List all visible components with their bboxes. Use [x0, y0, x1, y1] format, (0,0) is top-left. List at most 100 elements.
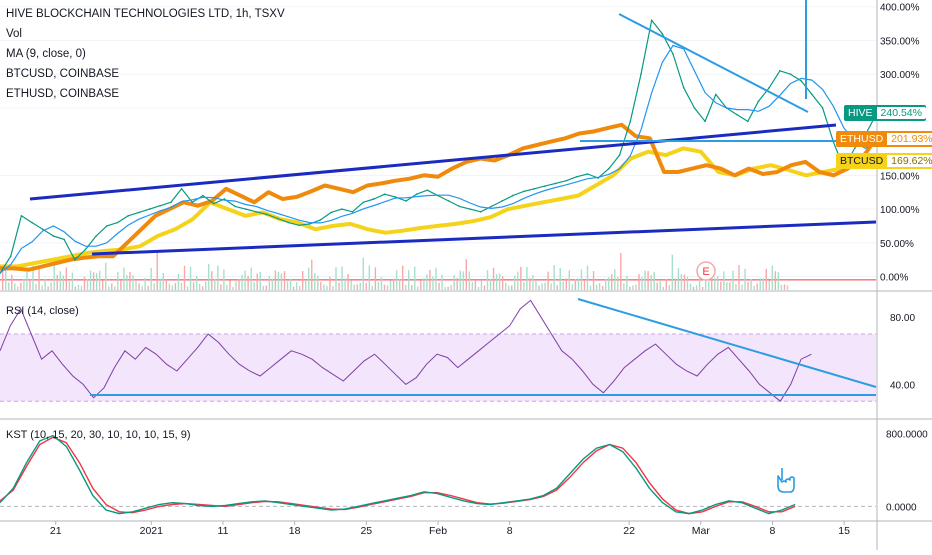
volume-bar: [332, 286, 334, 290]
hive-point: [693, 107, 696, 109]
legend-ethusd[interactable]: ETHUSD, COINBASE: [6, 88, 120, 100]
hive-point: [127, 215, 129, 217]
legend-btcusd[interactable]: BTCUSD, COINBASE: [6, 68, 120, 80]
volume-bar: [20, 282, 22, 290]
btcusd-tag-name: BTCUSD: [840, 155, 884, 167]
hive-point: [501, 200, 503, 202]
hive-point: [106, 225, 108, 227]
rsi-pane-title[interactable]: RSI (14, close): [6, 305, 79, 317]
volume-bar: [717, 276, 719, 290]
volume-bar: [635, 284, 637, 290]
volume-bar: [320, 281, 322, 290]
volume-bar: [426, 274, 428, 290]
volume-bar: [256, 273, 258, 290]
volume-bar: [223, 269, 225, 290]
volume-bar: [480, 280, 483, 290]
volume-bar: [680, 274, 683, 290]
hive-point: [341, 208, 343, 210]
volume-bar: [198, 283, 201, 290]
volume-bar: [344, 278, 346, 290]
volume-bar: [456, 277, 458, 290]
hive-point: [0, 272, 1, 274]
volume-bar: [692, 286, 695, 290]
hive-point: [180, 188, 183, 190]
legend-vol[interactable]: Vol: [6, 28, 22, 40]
volume-bar: [238, 279, 240, 290]
hive-point: [84, 248, 87, 251]
volume-bar: [98, 270, 101, 290]
hive-point: [779, 70, 781, 72]
volume-bar: [408, 270, 410, 290]
hive-point: [63, 238, 65, 241]
volume-bar: [462, 271, 464, 290]
volume-bar: [347, 274, 349, 290]
volume-bar: [47, 286, 49, 290]
volume-bar: [135, 281, 137, 290]
volume-bar: [250, 267, 252, 290]
volume-bar: [765, 268, 767, 290]
volume-bar: [35, 283, 37, 290]
hive-point: [405, 200, 407, 202]
volume-bar: [489, 279, 492, 290]
volume-bar: [105, 262, 107, 290]
kst-pane-title[interactable]: KST (10, 15, 20, 30, 10, 10, 10, 15, 9): [6, 429, 191, 441]
volume-bar: [780, 284, 783, 290]
hive-point: [661, 32, 664, 35]
volume-bar: [420, 280, 422, 290]
hive-point: [234, 205, 236, 208]
hive-point: [244, 208, 247, 210]
volume-bar: [568, 270, 571, 290]
hive-point: [757, 100, 760, 102]
volume-bar: [520, 266, 522, 290]
hive-point: [31, 221, 33, 224]
ethusd-price-tag: ETHUSD 201.93%: [836, 131, 932, 147]
volume-bar: [565, 278, 567, 290]
hive-point: [202, 194, 204, 197]
volume-bar: [747, 281, 749, 290]
legend-ma[interactable]: MA (9, close, 0): [6, 48, 86, 60]
volume-bar: [365, 283, 367, 290]
btcusd-price-tag: BTCUSD 169.62%: [836, 153, 932, 169]
volume-bar: [89, 270, 92, 290]
volume-bar: [465, 259, 467, 290]
volume-bar: [11, 274, 13, 290]
volume-bar: [523, 281, 525, 290]
rsi-tick-label: 40.00: [890, 380, 915, 391]
volume-bar: [444, 286, 446, 290]
chart-title: HIVE BLOCKCHAIN TECHNOLOGIES LTD, 1h, TS…: [6, 8, 285, 20]
hive-point: [330, 211, 332, 214]
hand-pointer-shape: [777, 468, 795, 493]
volume-bar: [323, 284, 325, 290]
volume-bar: [156, 251, 158, 290]
volume-bar: [329, 276, 331, 290]
volume-bar: [604, 279, 607, 290]
volume-bar: [535, 280, 537, 290]
volume-bar: [177, 273, 180, 290]
volume-bar: [526, 266, 528, 290]
volume-bar: [68, 281, 71, 290]
volume-bar: [123, 267, 125, 290]
volume-bar: [183, 265, 186, 290]
volume-bar: [771, 265, 774, 290]
volume-bar: [80, 286, 83, 290]
volume-bar: [286, 281, 289, 290]
volume-bar: [295, 282, 298, 290]
volume-bar: [395, 270, 398, 290]
hive-tag-name: HIVE: [848, 107, 873, 119]
volume-bar: [589, 285, 592, 290]
y-tick-label: 0.00%: [880, 273, 908, 284]
hive-point: [714, 93, 717, 96]
volume-bar: [8, 282, 10, 290]
kst-tick-label: 800.0000: [886, 430, 928, 441]
volume-bar: [529, 278, 531, 290]
volume-bar: [74, 286, 77, 290]
volume-bar: [265, 285, 268, 290]
volume-bar: [171, 285, 174, 290]
volume-bar: [601, 285, 604, 290]
volume-bar: [32, 265, 34, 290]
volume-bar: [141, 286, 143, 290]
hive-point: [116, 221, 119, 224]
volume-bar: [383, 284, 386, 290]
